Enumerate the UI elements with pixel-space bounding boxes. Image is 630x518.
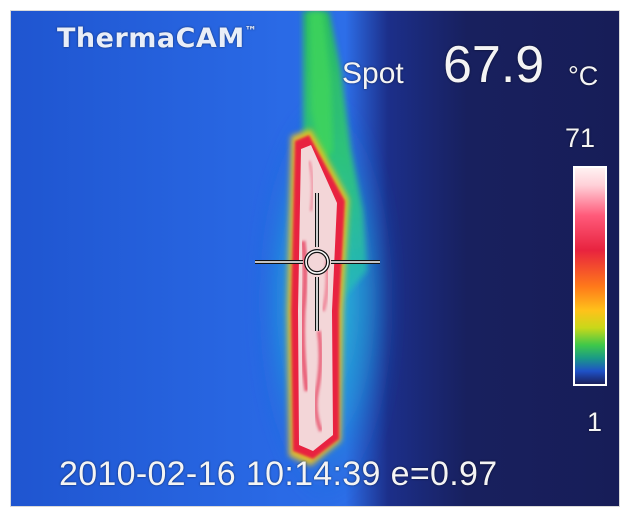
capture-time: 10:14:39 xyxy=(245,455,381,493)
camera-brand: ThermaCAM™ xyxy=(57,23,257,54)
trademark-mark: ™ xyxy=(244,24,258,38)
scale-max-label: 71 xyxy=(565,123,596,153)
info-footer: 2010-02-16 10:14:39 e=0.97 xyxy=(59,455,507,494)
emissivity-value: e=0.97 xyxy=(390,455,498,493)
spot-unit: °C xyxy=(568,61,599,91)
scale-min-label: 1 xyxy=(587,407,603,437)
crosshair-icon xyxy=(255,193,380,331)
spot-label: Spot xyxy=(342,57,404,90)
warm-plume-top xyxy=(309,11,333,161)
thermal-image-frame: ThermaCAM™ Spot 67.9 °C 71 1 2010-02-16 1… xyxy=(11,11,619,506)
thermal-image xyxy=(11,11,619,506)
spot-temperature: 67.9 xyxy=(443,36,545,94)
capture-date: 2010-02-16 xyxy=(59,455,236,493)
brand-name: ThermaCAM xyxy=(57,23,245,54)
temperature-scale-bar xyxy=(573,166,607,386)
